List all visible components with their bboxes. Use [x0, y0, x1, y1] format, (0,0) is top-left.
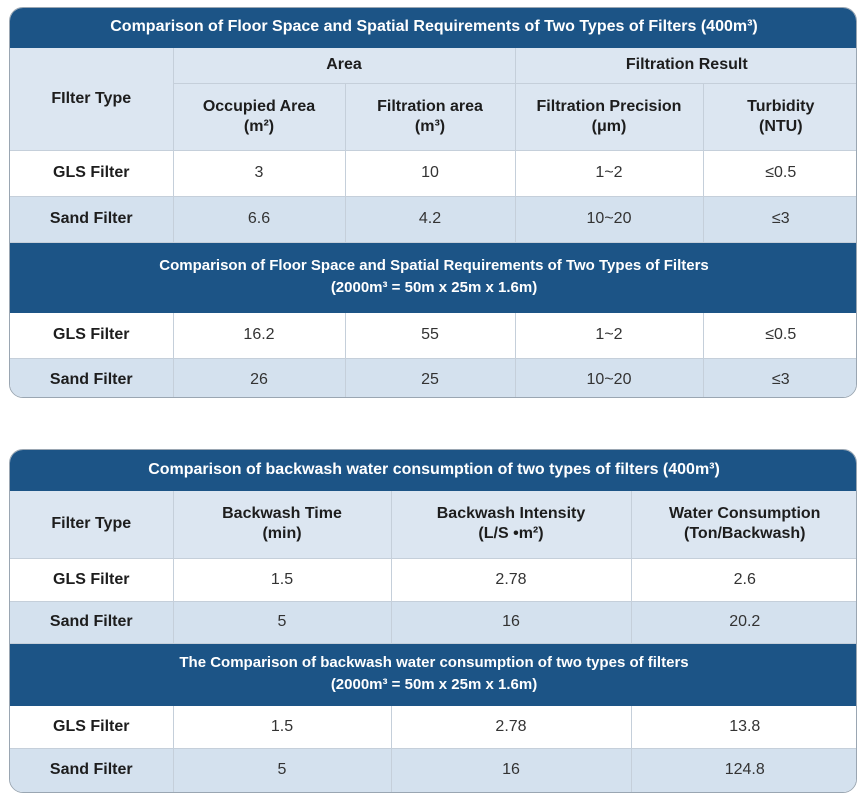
table-row: Sand Filter 5 16 124.8	[10, 747, 856, 792]
backwash-time-cell: 1.5	[172, 704, 392, 749]
occupied-area-cell: 6.6	[172, 195, 346, 243]
occupied-area-label: Occupied Area	[202, 97, 316, 115]
precision-cell: 1~2	[514, 311, 704, 359]
table-row: GLS Filter 1.5 2.78 2.6	[10, 557, 856, 602]
row-label: Sand Filter	[10, 195, 174, 243]
filtration-area-unit: (m³)	[414, 117, 446, 135]
table-row: GLS Filter 1.5 2.78 13.8	[10, 704, 856, 749]
turbidity-cell: ≤0.5	[702, 311, 856, 359]
backwash-time-cell: 5	[172, 747, 392, 792]
turbidity-unit: (NTU)	[758, 117, 803, 135]
backwash-time-cell: 1.5	[172, 557, 392, 602]
row-label: Sand Filter	[10, 600, 174, 644]
floor-space-table-card: Comparison of Floor Space and Spatial Re…	[9, 7, 857, 398]
turbidity-header: Turbidity (NTU)	[702, 82, 856, 151]
area-group-header: Area	[172, 46, 516, 84]
backwash-intensity-cell: 2.78	[390, 557, 632, 602]
precision-cell: 10~20	[514, 357, 704, 397]
table-row: Sand Filter 26 25 10~20 ≤3	[10, 357, 856, 397]
occupied-area-cell: 3	[172, 149, 346, 197]
precision-cell: 1~2	[514, 149, 704, 197]
filtration-area-cell: 55	[344, 311, 516, 359]
floor-space-table: Comparison of Floor Space and Spatial Re…	[10, 8, 856, 397]
table-row: GLS Filter 3 10 1~2 ≤0.5	[10, 149, 856, 197]
backwash-intensity-header: Backwash Intensity (L/S •m²)	[390, 489, 632, 559]
occupied-area-cell: 16.2	[172, 311, 346, 359]
water-consumption-header: Water Consumption (Ton/Backwash)	[630, 489, 856, 559]
turbidity-cell: ≤0.5	[702, 149, 856, 197]
floor-space-subtitle: Comparison of Floor Space and Spatial Re…	[10, 241, 856, 313]
filtration-precision-unit: (μm)	[591, 117, 627, 135]
turbidity-cell: ≤3	[702, 195, 856, 243]
backwash-subtitle: The Comparison of backwash water consump…	[10, 642, 856, 706]
filtration-area-cell: 10	[344, 149, 516, 197]
water-consumption-label: Water Consumption	[669, 505, 821, 522]
filter-type-header: FIlter Type	[10, 46, 174, 151]
backwash-intensity-cell: 16	[390, 600, 632, 644]
backwash-subtitle-line1: The Comparison of backwash water consump…	[179, 654, 689, 671]
backwash-intensity-unit: (L/S •m²)	[478, 525, 544, 542]
filtration-area-cell: 25	[344, 357, 516, 397]
floor-space-table-title: Comparison of Floor Space and Spatial Re…	[10, 8, 856, 48]
backwash-time-cell: 5	[172, 600, 392, 644]
backwash-intensity-cell: 16	[390, 747, 632, 792]
turbidity-label: Turbidity	[747, 97, 815, 115]
filter-type-header: Filter Type	[10, 489, 174, 559]
row-label: Sand Filter	[10, 357, 174, 397]
filtration-precision-header: Filtration Precision (μm)	[514, 82, 704, 151]
backwash-table-card: Comparison of backwash water consumption…	[9, 449, 857, 793]
backwash-intensity-cell: 2.78	[390, 704, 632, 749]
water-consumption-cell: 20.2	[630, 600, 856, 644]
backwash-time-header: Backwash Time (min)	[172, 489, 392, 559]
backwash-intensity-label: Backwash Intensity	[436, 505, 586, 522]
backwash-table: Comparison of backwash water consumption…	[10, 450, 856, 792]
filtration-result-group-header: Filtration Result	[514, 46, 856, 84]
water-consumption-cell: 13.8	[630, 704, 856, 749]
row-label: GLS Filter	[10, 149, 174, 197]
filtration-area-label: Filtration area	[377, 97, 483, 115]
row-label: Sand Filter	[10, 747, 174, 792]
backwash-table-title: Comparison of backwash water consumption…	[10, 450, 856, 491]
occupied-area-header: Occupied Area (m²)	[173, 82, 346, 151]
water-consumption-cell: 2.6	[630, 557, 856, 602]
occupied-area-cell: 26	[172, 357, 346, 397]
floor-space-subtitle-line2: (2000m³ = 50m x 25m x 1.6m)	[330, 279, 538, 296]
filtration-precision-label: Filtration Precision	[536, 97, 682, 115]
floor-space-subtitle-line1: Comparison of Floor Space and Spatial Re…	[159, 257, 709, 274]
turbidity-cell: ≤3	[702, 357, 856, 397]
water-consumption-unit: (Ton/Backwash)	[684, 525, 806, 542]
table-row: GLS Filter 16.2 55 1~2 ≤0.5	[10, 311, 856, 359]
backwash-time-label: Backwash Time	[222, 505, 342, 522]
precision-cell: 10~20	[514, 195, 704, 243]
row-label: GLS Filter	[10, 557, 174, 602]
water-consumption-cell: 124.8	[630, 747, 856, 792]
backwash-time-unit: (min)	[262, 525, 302, 542]
backwash-subtitle-line2: (2000m³ = 50m x 25m x 1.6m)	[330, 676, 538, 693]
occupied-area-unit: (m²)	[243, 117, 275, 135]
row-label: GLS Filter	[10, 704, 174, 749]
table-row: Sand Filter 6.6 4.2 10~20 ≤3	[10, 195, 856, 243]
table-row: Sand Filter 5 16 20.2	[10, 600, 856, 644]
filtration-area-cell: 4.2	[344, 195, 516, 243]
filtration-area-header: Filtration area (m³)	[344, 82, 516, 151]
row-label: GLS Filter	[10, 311, 174, 359]
